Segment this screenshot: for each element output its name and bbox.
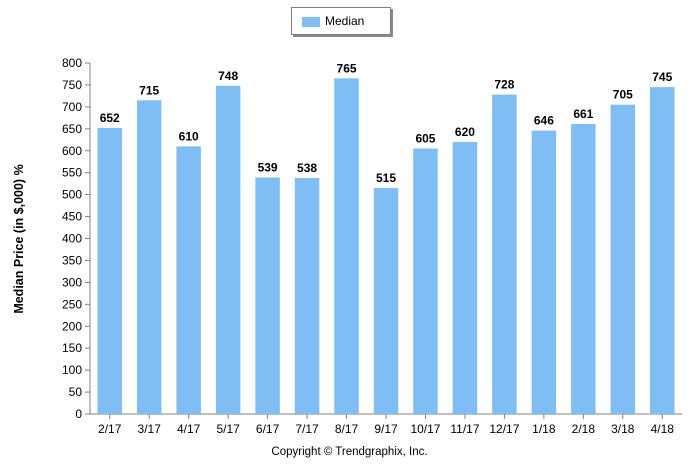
data-label: 620 <box>455 125 475 139</box>
data-label: 715 <box>139 83 159 97</box>
x-tick-label: 11/17 <box>450 422 479 436</box>
bar <box>255 177 280 414</box>
data-label: 538 <box>297 161 317 175</box>
y-tick-label: 650 <box>62 122 82 136</box>
bar <box>215 85 241 414</box>
y-tick-label: 250 <box>62 297 82 311</box>
y-tick-label: 350 <box>62 253 82 267</box>
x-tick-label: 1/18 <box>532 422 556 436</box>
bar <box>452 141 478 414</box>
bar <box>334 78 359 414</box>
y-tick-label: 300 <box>62 275 82 289</box>
data-label: 765 <box>337 61 357 75</box>
bar <box>294 177 320 414</box>
legend-swatch <box>302 17 320 27</box>
data-label: 539 <box>258 161 278 175</box>
bar <box>413 148 438 414</box>
x-axis: 2/17 3/17 4/17 5/17 6/17 7/17 8/17 9/17 10/17 11/… <box>90 413 682 436</box>
x-tick-label: 4/18 <box>651 422 675 436</box>
x-tick-label: 2/18 <box>572 422 596 436</box>
x-tick-label: 3/17 <box>138 422 162 436</box>
x-tick-label: 2/17 <box>98 422 122 436</box>
y-tick-label: 200 <box>62 319 82 333</box>
y-tick-label: 450 <box>62 210 82 224</box>
y-axis: 0 50 100 150 200 250 300 350 400 450 500 550 600 650 7… <box>62 56 91 421</box>
data-label: 661 <box>573 107 593 121</box>
bar <box>610 104 636 415</box>
bars <box>97 78 675 415</box>
copyright-text: Copyright © Trendgraphix, Inc. <box>271 446 428 458</box>
y-tick-label: 800 <box>62 56 82 70</box>
data-label: 605 <box>415 132 435 146</box>
data-label: 652 <box>100 111 120 125</box>
x-tick-label: 4/17 <box>177 422 201 436</box>
x-tick-label: 12/17 <box>489 422 519 436</box>
y-tick-label: 700 <box>62 100 82 114</box>
bar <box>650 87 675 414</box>
y-tick-label: 500 <box>62 188 82 202</box>
data-label: 610 <box>179 129 199 143</box>
x-tick-label: 5/17 <box>216 422 240 436</box>
x-tick-label: 3/18 <box>611 422 635 436</box>
y-tick-label: 600 <box>62 144 82 158</box>
x-tick-label: 9/17 <box>374 422 398 436</box>
legend-label: Median <box>325 14 365 28</box>
y-tick-label: 400 <box>62 232 82 246</box>
legend: Median <box>291 7 391 35</box>
bar <box>373 188 399 414</box>
x-tick-label: 10/17 <box>410 422 440 436</box>
data-label: 745 <box>652 70 672 84</box>
y-tick-label: 550 <box>62 166 82 180</box>
bar <box>571 123 596 414</box>
bar <box>492 94 517 414</box>
data-label: 705 <box>613 88 633 102</box>
bar <box>176 146 201 415</box>
bar <box>97 127 122 414</box>
x-tick-label: 8/17 <box>335 422 359 436</box>
data-label: 646 <box>534 114 554 128</box>
x-tick-label: 6/17 <box>256 422 280 436</box>
bar <box>136 100 162 414</box>
y-tick-label: 750 <box>62 78 82 92</box>
data-label: 748 <box>218 69 238 83</box>
y-tick-label: 50 <box>69 385 83 399</box>
y-tick-label: 100 <box>62 363 82 377</box>
bar <box>531 130 557 414</box>
y-tick-label: 0 <box>75 407 82 421</box>
y-axis-title: Median Price (in $,000) % <box>12 164 26 314</box>
x-tick-label: 7/17 <box>295 422 319 436</box>
data-label: 515 <box>376 171 396 185</box>
data-label: 728 <box>494 78 514 92</box>
y-tick-label: 150 <box>62 341 82 355</box>
data-labels: 652 715 610 748 539 538 765 515 605 620 728 646 661 7… <box>100 61 673 185</box>
